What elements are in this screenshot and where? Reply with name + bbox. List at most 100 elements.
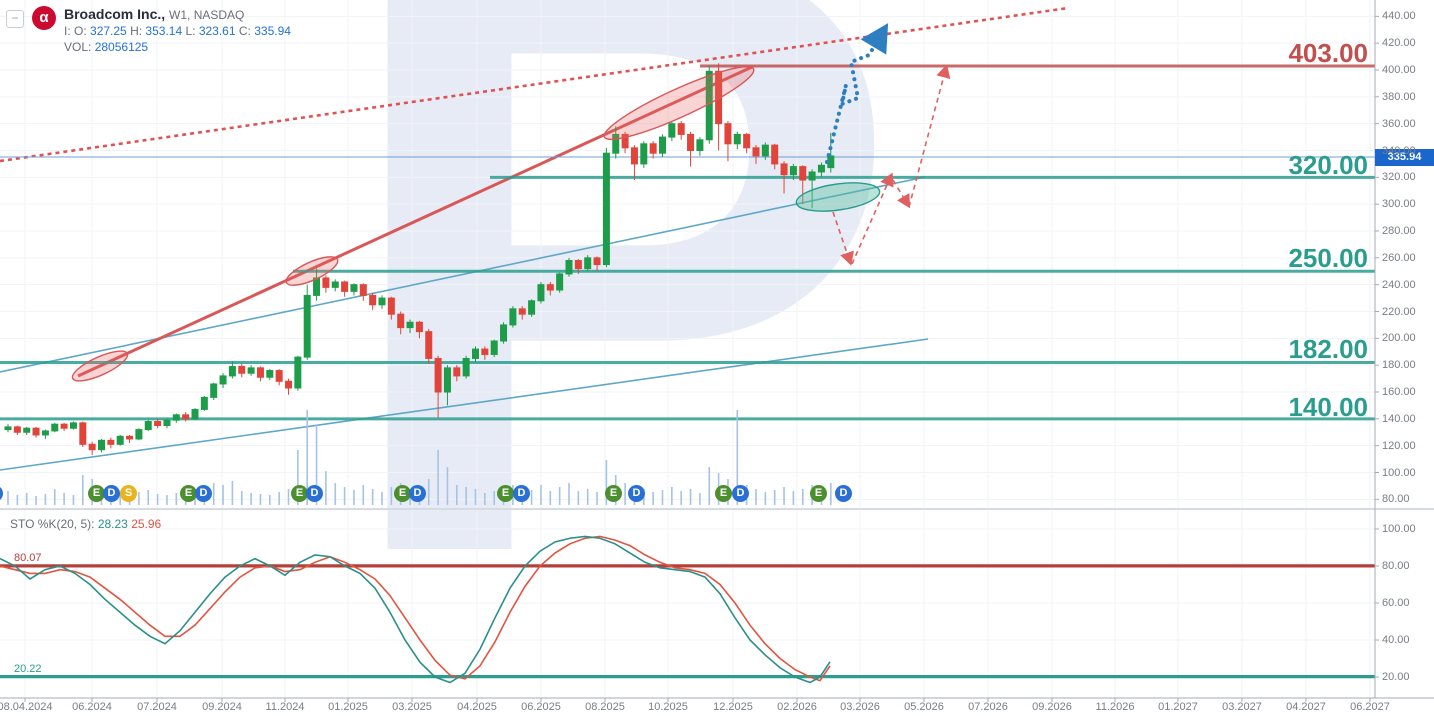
- candle[interactable]: [724, 123, 732, 145]
- bearish-projection-arrow[interactable]: [892, 179, 910, 209]
- candle[interactable]: [303, 294, 311, 358]
- candle[interactable]: [752, 147, 760, 157]
- candle[interactable]: [350, 284, 358, 292]
- candle[interactable]: [182, 414, 190, 420]
- symbol-title[interactable]: Broadcom Inc., W1, NASDAQ: [64, 6, 245, 22]
- earnings-badge[interactable]: E: [291, 485, 308, 502]
- earnings-badge[interactable]: E: [88, 485, 105, 502]
- candle[interactable]: [574, 260, 582, 270]
- candle[interactable]: [294, 356, 302, 389]
- candle[interactable]: [602, 152, 610, 266]
- pink-highlight-ellipse[interactable]: [283, 251, 341, 291]
- candle[interactable]: [41, 430, 49, 436]
- uptrend-line[interactable]: [77, 65, 753, 378]
- candle[interactable]: [518, 308, 526, 315]
- candle[interactable]: [649, 143, 657, 154]
- earnings-badge[interactable]: E: [497, 485, 514, 502]
- candle[interactable]: [640, 143, 648, 165]
- candle[interactable]: [659, 136, 666, 154]
- candle[interactable]: [406, 321, 414, 329]
- candle[interactable]: [285, 380, 292, 389]
- earnings-badge[interactable]: E: [605, 485, 622, 502]
- stochastic-legend[interactable]: STO %K(20, 5): 28.23 25.96: [10, 517, 162, 531]
- candle[interactable]: [200, 396, 208, 410]
- candle[interactable]: [13, 426, 21, 433]
- candle[interactable]: [144, 421, 152, 431]
- candle[interactable]: [275, 370, 283, 382]
- candle[interactable]: [799, 166, 807, 181]
- candle[interactable]: [163, 419, 171, 427]
- candle[interactable]: [743, 133, 751, 149]
- candle[interactable]: [425, 331, 433, 359]
- dividend-badge[interactable]: D: [409, 485, 426, 502]
- candle[interactable]: [780, 163, 788, 176]
- bearish-projection-arrow[interactable]: [832, 211, 854, 266]
- candle[interactable]: [668, 123, 676, 138]
- candle[interactable]: [621, 133, 629, 149]
- candle[interactable]: [88, 443, 96, 451]
- dividend-badge[interactable]: D: [835, 485, 852, 502]
- earnings-badge[interactable]: E: [180, 485, 197, 502]
- candle[interactable]: [612, 133, 620, 154]
- candle[interactable]: [556, 273, 564, 291]
- bearish-projection-arrow[interactable]: [851, 172, 894, 265]
- earnings-badge[interactable]: E: [810, 485, 827, 502]
- candle[interactable]: [247, 367, 255, 374]
- candle[interactable]: [378, 297, 386, 306]
- candle[interactable]: [266, 370, 274, 378]
- candle[interactable]: [172, 414, 180, 421]
- candle[interactable]: [107, 439, 115, 445]
- candle[interactable]: [256, 367, 264, 378]
- candle[interactable]: [23, 427, 31, 433]
- candle[interactable]: [565, 260, 573, 275]
- candle[interactable]: [771, 144, 779, 165]
- dividend-badge[interactable]: D: [628, 485, 645, 502]
- candle[interactable]: [462, 357, 470, 377]
- candle[interactable]: [32, 427, 40, 436]
- candle[interactable]: [443, 367, 451, 393]
- bullish-projection-arrow[interactable]: [825, 23, 889, 164]
- candle[interactable]: [116, 435, 124, 445]
- candle[interactable]: [453, 367, 461, 377]
- pink-highlight-ellipse[interactable]: [69, 345, 131, 386]
- bearish-projection-arrow[interactable]: [908, 64, 951, 208]
- candle[interactable]: [696, 139, 704, 152]
- earnings-badge[interactable]: E: [394, 485, 411, 502]
- dividend-badge[interactable]: D: [732, 485, 749, 502]
- candle[interactable]: [51, 423, 59, 432]
- candle[interactable]: [313, 277, 321, 296]
- pink-highlight-ellipse[interactable]: [599, 56, 760, 149]
- resistance-trendline-dotted[interactable]: [0, 6, 1069, 163]
- dividend-badge[interactable]: D: [306, 485, 323, 502]
- teal-highlight-ellipse[interactable]: [795, 178, 882, 215]
- candle[interactable]: [135, 429, 143, 440]
- candle[interactable]: [584, 257, 592, 270]
- candle[interactable]: [154, 421, 162, 427]
- candle[interactable]: [397, 313, 405, 329]
- candle[interactable]: [98, 439, 105, 451]
- candle[interactable]: [481, 348, 489, 355]
- candle[interactable]: [415, 321, 423, 333]
- candle[interactable]: [60, 423, 68, 429]
- candle[interactable]: [69, 422, 77, 429]
- candle[interactable]: [630, 147, 638, 165]
- candle[interactable]: [528, 300, 536, 315]
- candle[interactable]: [4, 426, 12, 431]
- candle[interactable]: [369, 294, 377, 306]
- candle[interactable]: [509, 308, 517, 326]
- candle[interactable]: [546, 284, 554, 291]
- dividend-badge[interactable]: D: [513, 485, 530, 502]
- candle[interactable]: [537, 284, 545, 302]
- candle[interactable]: [808, 171, 816, 181]
- earnings-badge[interactable]: E: [715, 485, 732, 502]
- dividend-badge[interactable]: D: [103, 485, 120, 502]
- candle[interactable]: [687, 133, 695, 152]
- candle[interactable]: [387, 297, 395, 315]
- candle[interactable]: [210, 383, 218, 398]
- candle[interactable]: [593, 257, 601, 266]
- candle[interactable]: [126, 435, 134, 440]
- candle[interactable]: [490, 340, 498, 355]
- candle[interactable]: [322, 277, 330, 288]
- candle[interactable]: [817, 164, 825, 173]
